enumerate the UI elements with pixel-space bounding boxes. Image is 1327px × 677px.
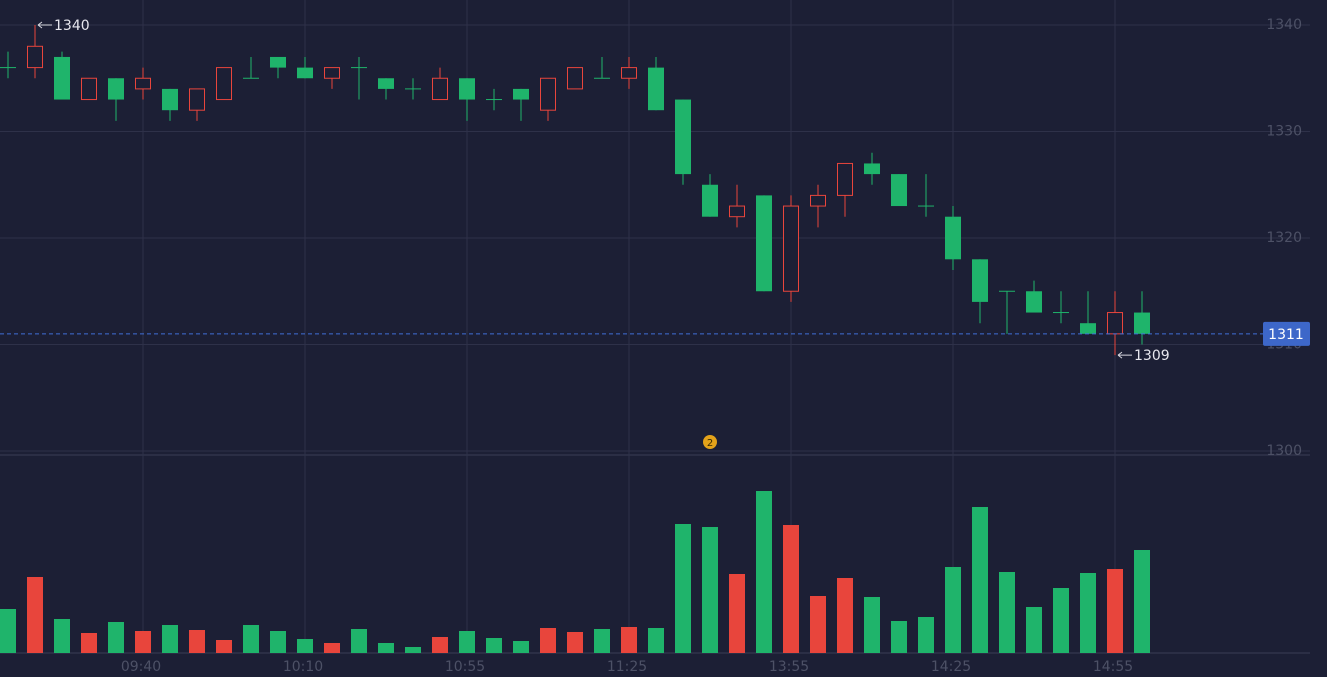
y-tick-label: 1330 [1266,124,1302,140]
volume-bar [675,524,691,653]
volume-bar [27,577,43,653]
volume-bar [648,628,664,653]
candle-body [648,67,664,111]
candle-body [108,78,124,100]
volume-bar [621,627,637,653]
volume-bar [432,637,448,653]
candle-body [810,194,826,207]
candle-body [54,56,70,100]
candle-body [1080,323,1096,334]
candle-body [189,88,205,111]
volume-bar [702,527,718,653]
candle-body [567,67,583,90]
volume-bar [1080,573,1096,653]
volume-bar [243,625,259,653]
volume-bar [756,491,772,653]
candle-body [1107,312,1123,335]
volume-bar [594,629,610,653]
candle-body [432,77,448,101]
event-marker [703,435,717,449]
candle-body [756,195,772,292]
x-tick-label: 14:25 [931,659,971,675]
candle-body [945,216,961,260]
volume-bar [351,629,367,653]
candle-body [891,174,907,207]
last-price-tag [1263,321,1310,346]
volume-bar [270,631,286,653]
volume-bar [54,619,70,653]
candle-body [972,259,988,302]
volume-bar [810,596,826,653]
candle-body [675,99,691,175]
x-tick-label: 13:55 [769,659,809,675]
y-tick-label: 1320 [1266,230,1302,246]
volume-bar [1026,607,1042,653]
candle-body [621,67,637,79]
volume-bar [378,643,394,653]
candle-body [459,78,475,100]
annotation-label: 1309 [1134,348,1170,364]
volume-bar [1134,550,1150,653]
candle-body [1026,291,1042,313]
annotation-arrow [1117,351,1132,359]
volume-bar [81,633,97,653]
volume-bar [189,630,205,653]
volume-bar [513,641,529,653]
candle-body [135,77,151,90]
candle-body [1134,312,1150,334]
volume-bar [486,638,502,653]
y-tick-label: 1340 [1266,17,1302,33]
candle-body [324,67,340,79]
candle-body [864,163,880,175]
x-tick-label: 10:10 [283,659,323,675]
event-marker-label: 2 [707,438,713,449]
x-tick-label: 11:25 [607,659,647,675]
volume-bar [945,567,961,653]
x-tick-label: 14:55 [1093,659,1133,675]
volume-bar [297,639,313,653]
volume-bar [540,628,556,653]
volume-bar [108,622,124,653]
candle-body [702,184,718,217]
candle-body [216,67,232,101]
candle-body [270,56,286,68]
volume-bar [324,643,340,653]
candle-body [513,88,529,100]
volume-bar [216,640,232,653]
volume-bar [162,625,178,653]
volume-bar [0,609,16,653]
candle-body [837,162,853,196]
candle-body [81,77,97,101]
volume-bar [783,525,799,653]
candle-body [729,205,745,218]
volume-bar [972,507,988,653]
x-tick-label: 09:40 [121,659,161,675]
volume-bar [135,631,151,653]
y-tick-label: 1300 [1266,443,1302,459]
volume-bar [918,617,934,653]
candle-body [27,45,43,69]
volume-bar [999,572,1015,653]
volume-bar [567,632,583,653]
annotation-label: 1340 [54,18,90,34]
volume-bar [864,597,880,653]
candle-body [297,67,313,79]
volume-bar [837,578,853,653]
volume-bar [1107,569,1123,653]
candle-body [783,205,799,292]
volume-bar [405,647,421,653]
candle-body [378,78,394,89]
volume-bar [1053,588,1069,653]
volume-bar [459,631,475,653]
annotation-arrow [37,21,52,29]
candle-body [540,77,556,111]
volume-bar [729,574,745,653]
x-tick-label: 10:55 [445,659,485,675]
candle-body [162,88,178,111]
volume-bar [891,621,907,653]
last-price-label: 1311 [1268,327,1304,343]
